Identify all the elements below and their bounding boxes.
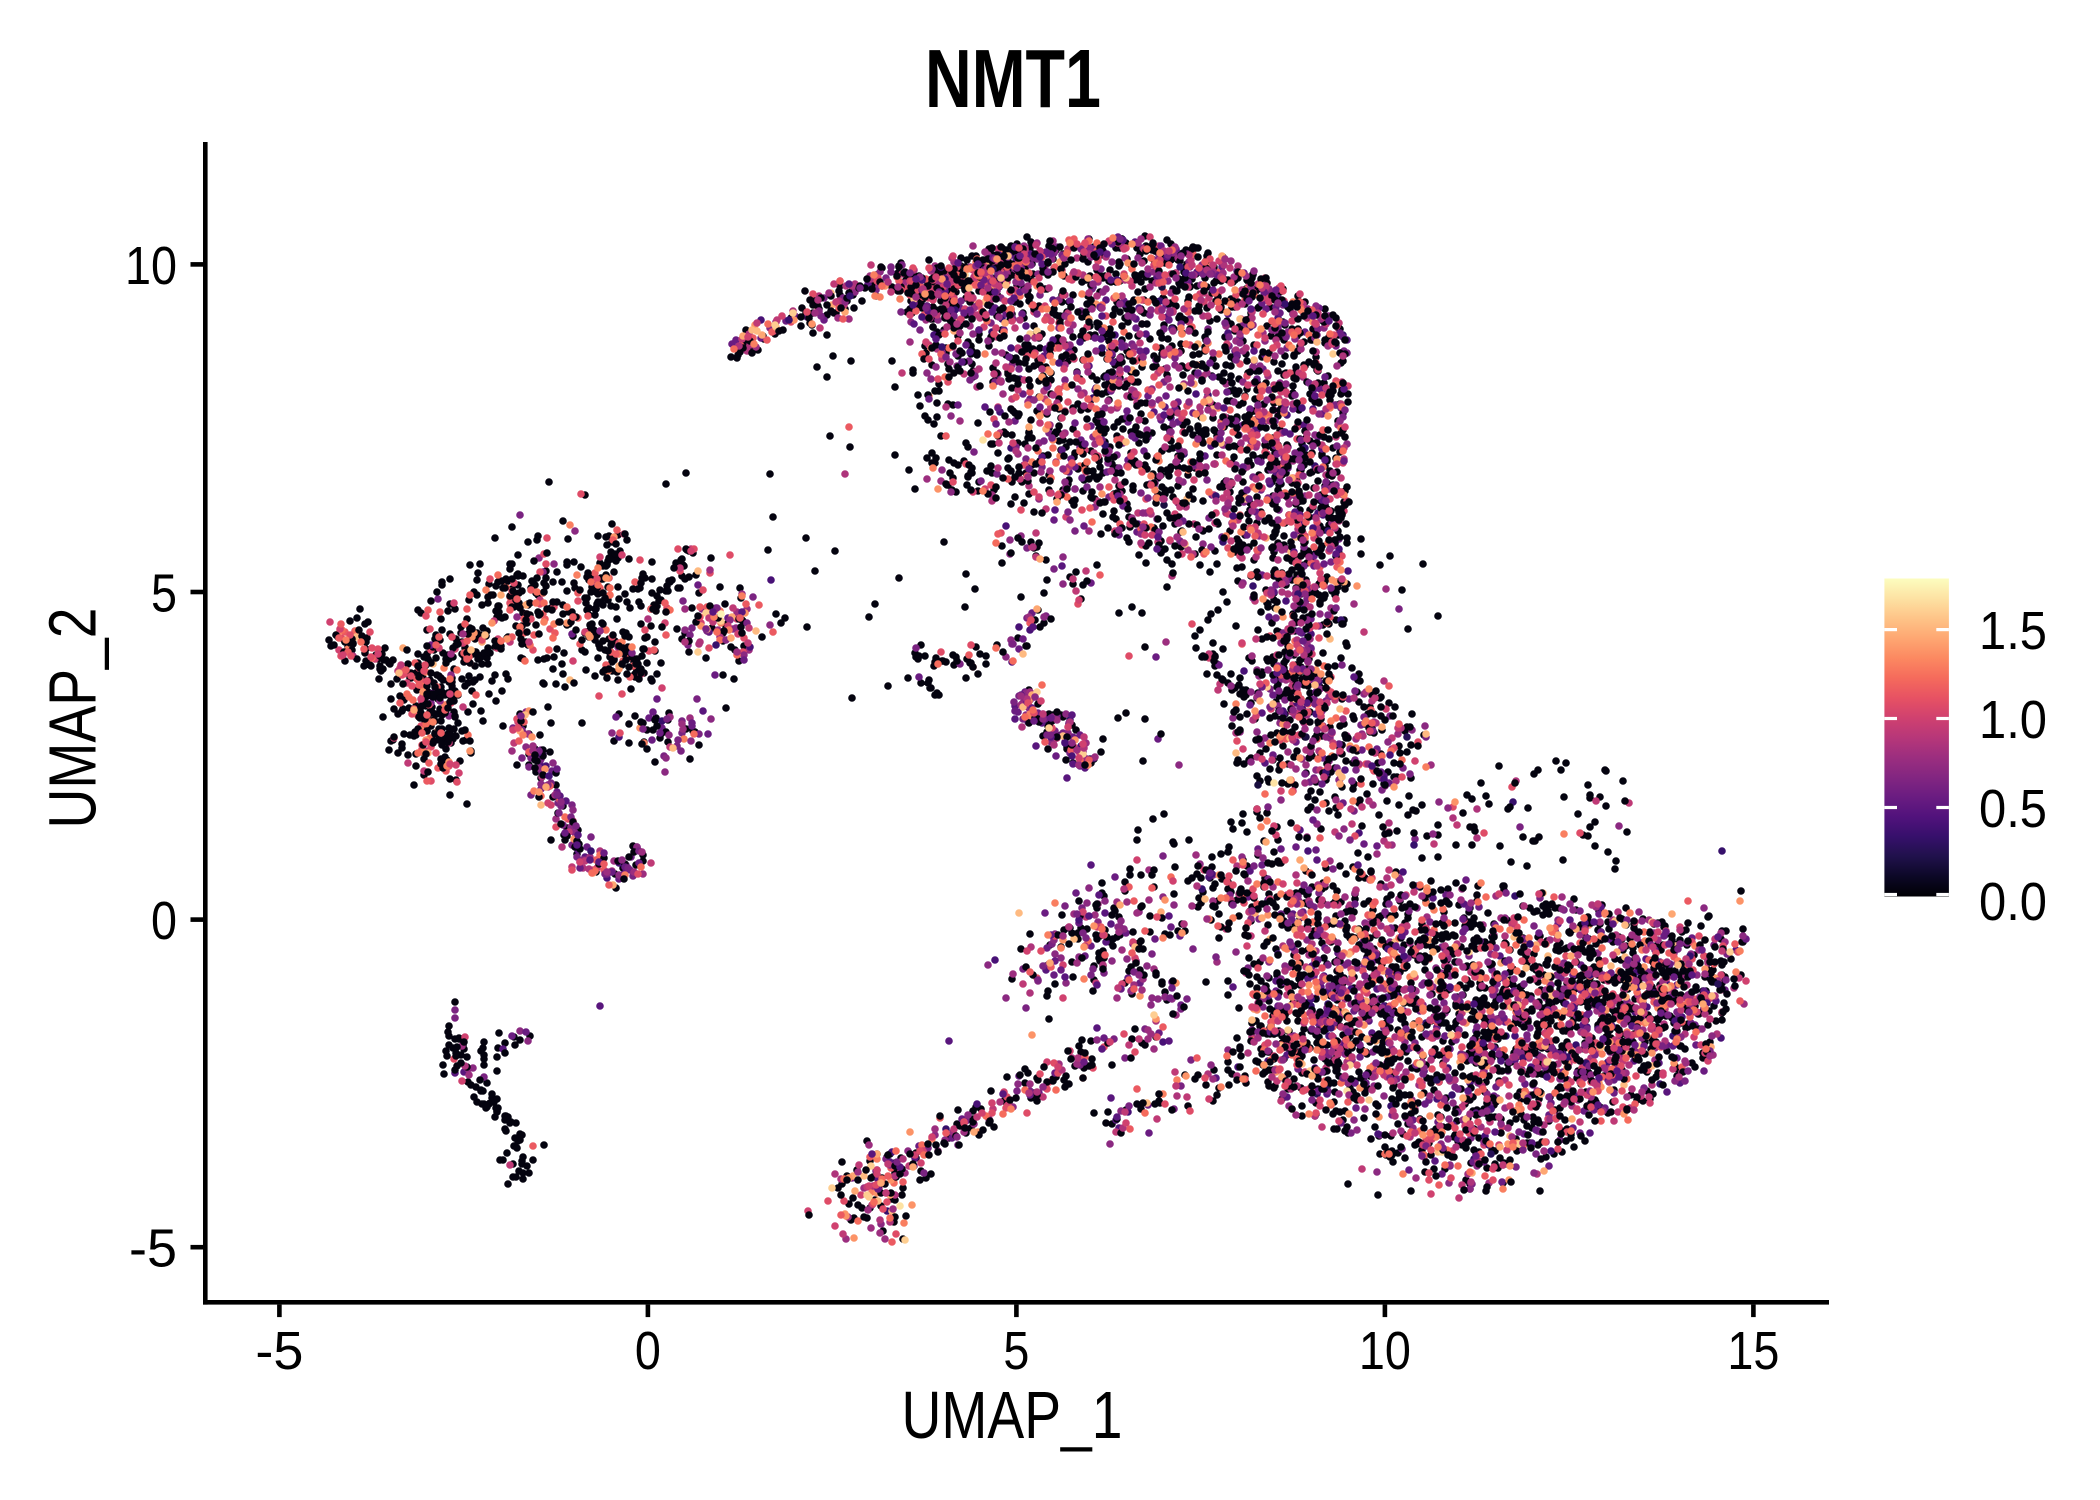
- svg-text:NMT1: NMT1: [925, 32, 1101, 125]
- svg-text:UMAP_1: UMAP_1: [902, 1378, 1123, 1453]
- svg-text:-5: -5: [255, 1321, 303, 1381]
- svg-text:5: 5: [151, 564, 177, 624]
- svg-text:10: 10: [125, 236, 177, 296]
- svg-text:0: 0: [151, 891, 177, 951]
- svg-text:0.5: 0.5: [1979, 779, 2047, 839]
- svg-text:1.5: 1.5: [1979, 601, 2047, 661]
- svg-text:0.0: 0.0: [1979, 872, 2047, 932]
- svg-text:1.0: 1.0: [1979, 690, 2047, 750]
- svg-text:15: 15: [1727, 1321, 1779, 1381]
- svg-text:0: 0: [635, 1321, 661, 1381]
- svg-text:UMAP_2: UMAP_2: [36, 608, 111, 829]
- svg-text:10: 10: [1359, 1321, 1411, 1381]
- svg-text:5: 5: [1003, 1321, 1029, 1381]
- svg-text:-5: -5: [129, 1219, 177, 1279]
